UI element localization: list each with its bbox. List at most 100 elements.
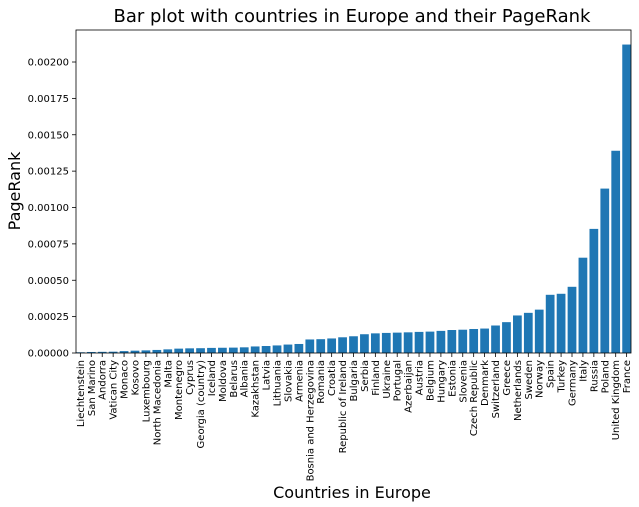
x-category-label: Kosovo — [130, 360, 141, 396]
bar — [480, 328, 489, 353]
bar — [491, 325, 500, 353]
bar — [360, 334, 369, 353]
bar — [469, 328, 479, 353]
bar — [141, 350, 151, 353]
bar — [272, 345, 282, 353]
x-category-label: Ukraine — [382, 360, 393, 399]
x-category-label: Cyprus — [185, 360, 196, 395]
x-category-label: San Marino — [87, 360, 98, 416]
x-category-label: Netherlands — [513, 360, 524, 421]
y-tick-label: 0.00100 — [28, 203, 69, 214]
bar — [327, 338, 337, 353]
bar — [207, 347, 216, 353]
bar — [392, 332, 402, 353]
x-category-label: Republic of Ireland — [338, 360, 349, 453]
x-category-label: Kazakhstan — [251, 360, 262, 418]
y-axis-label: PageRank — [5, 151, 24, 230]
bar — [305, 339, 315, 353]
y-tick-label: 0.00025 — [28, 312, 69, 323]
bar — [611, 150, 621, 353]
x-category-label: Norway — [535, 360, 546, 398]
bar — [349, 336, 358, 353]
bar — [447, 330, 457, 353]
bar — [534, 309, 544, 353]
x-category-label: Vatican City — [109, 360, 120, 420]
x-category-label: Liechtenstein — [76, 360, 87, 427]
bar — [119, 351, 129, 353]
x-category-label: Moldova — [218, 360, 229, 402]
x-axis-categories: Liechtenstein San Marino Andorra Vatican Ci… — [76, 353, 633, 481]
bar — [163, 349, 173, 353]
x-category-label: Luxembourg — [141, 360, 152, 422]
bar — [294, 343, 304, 353]
bar — [436, 330, 446, 353]
y-tick-label: 0.00075 — [28, 239, 69, 250]
y-tick-label: 0.00200 — [28, 58, 69, 69]
x-category-label: Latvia — [262, 360, 273, 390]
bar — [261, 346, 271, 353]
bar — [185, 348, 194, 353]
x-category-label: Sweden — [524, 360, 535, 400]
bar — [283, 344, 293, 353]
x-category-label: Finland — [371, 360, 382, 396]
bar — [600, 188, 610, 353]
bar — [513, 315, 522, 353]
bar — [425, 331, 435, 353]
x-category-label: Azerbaijan — [404, 360, 415, 413]
x-category-label: Estonia — [447, 360, 458, 397]
plot-frame — [75, 29, 632, 354]
x-category-label: Andorra — [98, 360, 109, 400]
x-category-label: Czech Republic — [469, 360, 480, 436]
x-category-label: Lithuania — [273, 360, 284, 406]
bar — [338, 337, 347, 353]
x-category-label: Slovakia — [283, 360, 294, 402]
x-category-label: France — [622, 360, 633, 393]
x-category-label: Greece — [502, 360, 513, 396]
bar — [458, 329, 468, 353]
x-category-label: Albania — [240, 360, 251, 397]
x-category-label: Poland — [600, 360, 611, 393]
x-category-label: Hungary — [436, 360, 447, 403]
x-category-label: Georgia (country) — [196, 360, 207, 449]
bar — [381, 332, 391, 353]
x-category-label: Austria — [415, 360, 426, 395]
x-category-label: Portugal — [393, 360, 404, 401]
x-category-label: Bosnia and Herzegovina — [305, 360, 316, 481]
x-category-label: Malta — [163, 360, 174, 388]
y-tick-label: 0.00175 — [28, 94, 69, 105]
y-axis-ticks: 0.00000 0.00025 0.00050 0.00075 0.00100 0.001… — [28, 58, 76, 360]
x-category-label: Bulgaria — [349, 360, 360, 401]
bar — [370, 333, 380, 353]
x-category-label: Iceland — [207, 360, 218, 396]
x-category-label: Italy — [578, 360, 589, 382]
bar — [523, 312, 533, 353]
x-category-label: Montenegro — [174, 360, 185, 420]
bar — [250, 346, 260, 353]
x-category-label: Denmark — [480, 360, 491, 406]
bars — [76, 44, 631, 353]
x-category-label: Croatia — [327, 360, 338, 396]
x-category-label: North Macedonia — [152, 360, 163, 445]
bar — [218, 347, 227, 353]
bar — [86, 351, 96, 353]
bar — [97, 351, 107, 353]
x-category-label: Armenia — [294, 360, 305, 402]
x-category-label: Switzerland — [491, 360, 502, 418]
x-category-label: Romania — [316, 360, 327, 404]
x-category-label: Germany — [568, 360, 579, 406]
bar — [403, 332, 413, 353]
y-tick-label: 0.00125 — [28, 167, 69, 178]
bar — [196, 348, 205, 353]
bar — [589, 228, 599, 353]
y-tick-label: 0.00000 — [28, 349, 69, 360]
bar — [545, 294, 555, 353]
x-category-label: Belarus — [229, 360, 240, 398]
x-category-label: Russia — [589, 360, 600, 392]
x-category-label: Belgium — [425, 360, 436, 401]
bar — [108, 351, 118, 353]
bar — [578, 257, 588, 353]
x-category-label: Turkey — [557, 360, 568, 394]
bar — [414, 331, 424, 353]
bar — [174, 348, 184, 353]
